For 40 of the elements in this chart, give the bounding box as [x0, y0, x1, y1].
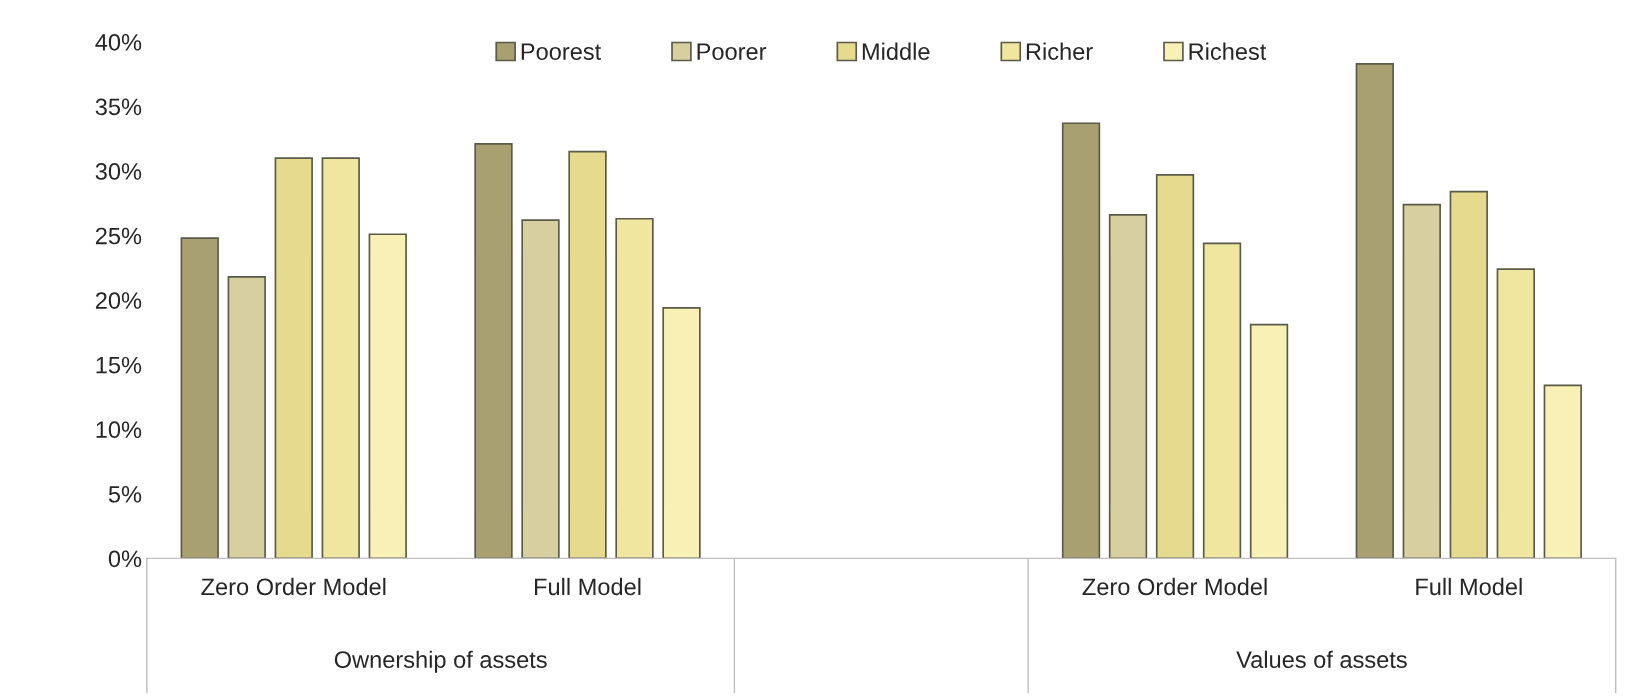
- legend-label: Richer: [1026, 42, 1093, 60]
- bar: [1155, 174, 1195, 559]
- bar: [615, 217, 654, 559]
- y-tick-label: 35%: [95, 98, 142, 116]
- y-tick-label: 20%: [95, 292, 142, 309]
- bar: [474, 143, 513, 559]
- text: Ownership of assets: [334, 650, 547, 673]
- bar: [1061, 122, 1101, 559]
- bar: [227, 276, 266, 559]
- bar: [1402, 203, 1441, 559]
- bar: [274, 157, 313, 559]
- bar: [1249, 323, 1289, 559]
- y-tick-label: 25%: [95, 227, 142, 245]
- bar: [321, 157, 360, 559]
- x-tick-label: Zero Order Model: [201, 577, 386, 596]
- bar: [1449, 190, 1488, 559]
- y-tick-label: 0%: [108, 550, 142, 568]
- y-tick-label: 30%: [95, 163, 142, 180]
- y-tick-label: 40%: [95, 33, 142, 51]
- x-tick-label: Zero Order Model: [1082, 577, 1267, 596]
- bar: [662, 307, 701, 559]
- bar: [180, 237, 219, 559]
- x-tick-label: Full Model: [535, 577, 641, 596]
- y-tick-label: 15%: [96, 356, 142, 374]
- y-tick-label: 5%: [108, 486, 142, 503]
- bar: [1543, 384, 1582, 559]
- bar: [1108, 214, 1148, 559]
- y-tick-label: 10%: [96, 421, 142, 439]
- legend-label: Poorer: [697, 43, 767, 60]
- legend-label: Richest: [1189, 42, 1267, 60]
- bar: [1355, 62, 1394, 559]
- legend-label: Middle: [862, 42, 930, 60]
- bar: [1496, 268, 1535, 559]
- bar: [568, 150, 607, 559]
- bar: [521, 219, 560, 559]
- text: Values of assets: [1236, 650, 1407, 669]
- legend-label: Poorest: [521, 43, 602, 60]
- bar: [1202, 242, 1242, 559]
- bar: [368, 233, 407, 559]
- x-tick-label: Full Model: [1416, 577, 1522, 596]
